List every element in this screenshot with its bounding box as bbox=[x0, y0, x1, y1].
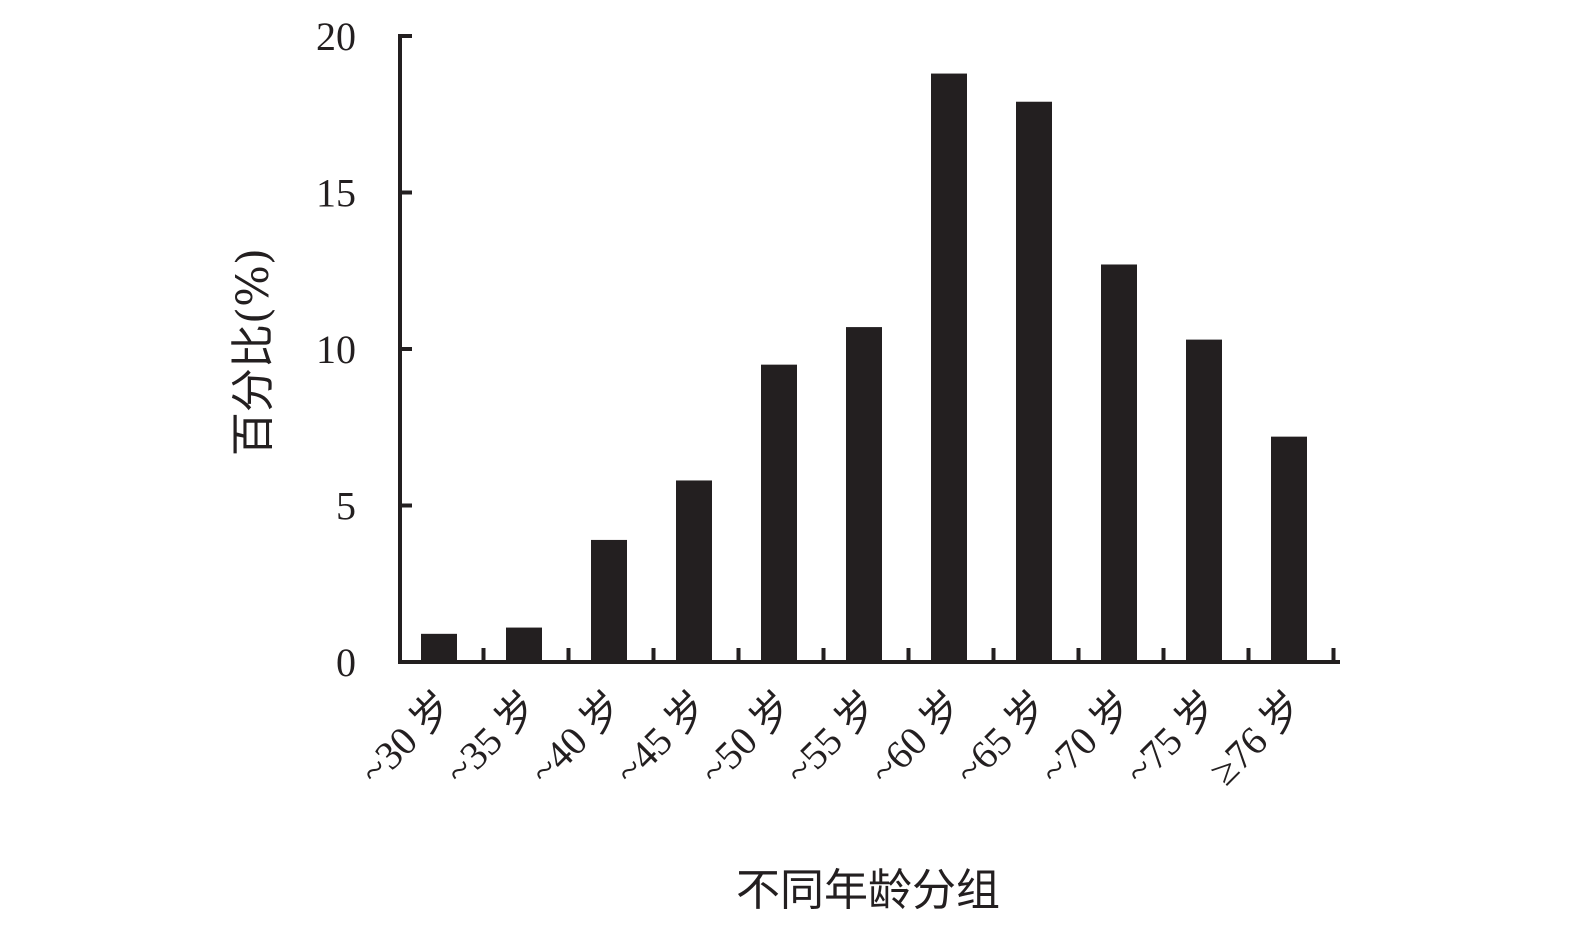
y-tick-label: 20 bbox=[316, 14, 356, 59]
x-tick-label: ~60 岁 bbox=[861, 683, 972, 794]
x-tick-label: ~45 岁 bbox=[606, 683, 717, 794]
x-tick-label: ~65 岁 bbox=[946, 683, 1057, 794]
y-tick-label: 5 bbox=[336, 484, 356, 529]
x-tick-label: ~30 岁 bbox=[351, 683, 462, 794]
bar bbox=[1186, 339, 1222, 662]
y-axis-title: 百分比(%) bbox=[228, 248, 279, 456]
x-tick-label: ~75 岁 bbox=[1116, 683, 1227, 794]
bars bbox=[421, 73, 1307, 663]
bar bbox=[421, 633, 457, 662]
bar bbox=[931, 73, 967, 662]
bar bbox=[1101, 264, 1137, 662]
bar bbox=[506, 627, 542, 662]
bar bbox=[591, 539, 627, 662]
x-tick-label: ~50 岁 bbox=[691, 683, 802, 794]
y-tick-label: 15 bbox=[316, 171, 356, 216]
bar bbox=[1016, 101, 1052, 663]
x-tick-label: ~55 岁 bbox=[776, 683, 887, 794]
x-axis-title: 不同年龄分组 bbox=[736, 865, 1000, 916]
bar bbox=[846, 327, 882, 662]
x-tick-label: ~40 岁 bbox=[521, 683, 632, 794]
x-tick-label: ~35 岁 bbox=[436, 683, 547, 794]
x-axis-ticks bbox=[481, 648, 1336, 662]
y-tick-label: 10 bbox=[316, 327, 356, 372]
bar bbox=[676, 480, 712, 662]
bar bbox=[1271, 436, 1307, 662]
bar bbox=[761, 364, 797, 662]
y-tick-label: 0 bbox=[336, 640, 356, 685]
x-tick-label: ≥76 岁 bbox=[1200, 683, 1311, 794]
x-tick-label: ~70 岁 bbox=[1031, 683, 1142, 794]
y-axis-ticks: 0 5 10 15 20 bbox=[316, 14, 412, 685]
x-axis-tick-labels: ~30 岁~35 岁~40 岁~45 岁~50 岁~55 岁~60 岁~65 岁… bbox=[351, 683, 1312, 794]
